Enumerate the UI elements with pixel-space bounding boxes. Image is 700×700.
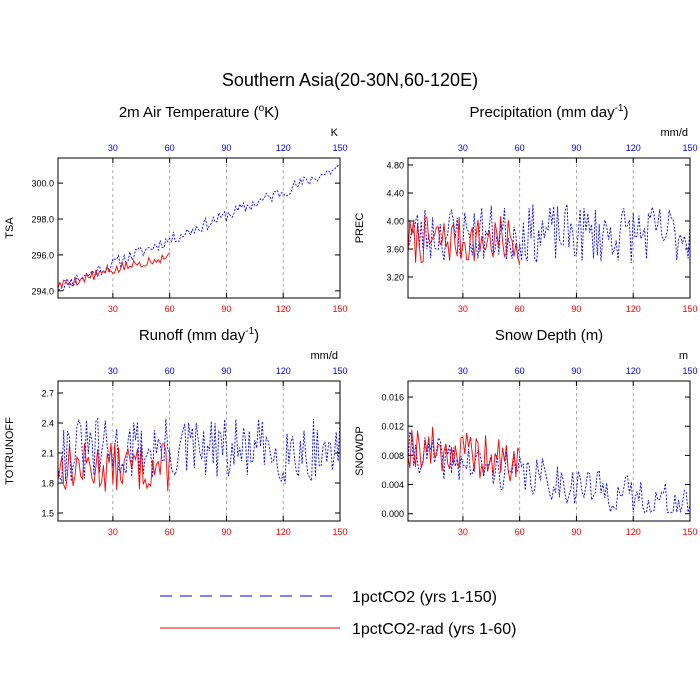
x-tick-label-top: 30 <box>108 366 118 376</box>
solid-series-line <box>407 216 521 266</box>
y-tick-label: 4.80 <box>386 161 404 171</box>
x-tick-label-bottom: 90 <box>571 527 581 537</box>
y-tick-label: 2.4 <box>41 419 54 429</box>
x-tick-label-bottom: 150 <box>682 304 697 314</box>
y-axis-label: TOTRUNOFF <box>4 417 16 485</box>
y-tick-label: 296.0 <box>31 250 54 260</box>
plot-frame <box>57 380 341 522</box>
x-tick-label-bottom: 60 <box>515 304 525 314</box>
panel-title: Precipitation (mm day-1) <box>470 103 629 121</box>
x-tick-label-top: 120 <box>276 366 291 376</box>
x-tick-label-bottom: 120 <box>276 527 291 537</box>
x-tick-label-top: 90 <box>221 143 231 153</box>
plot-frame <box>407 157 691 299</box>
y-tick-label: 1.8 <box>41 479 54 489</box>
panel-unit-label: K <box>331 127 339 139</box>
x-tick-label-top: 30 <box>108 143 118 153</box>
solid-series-line <box>57 442 171 492</box>
x-tick-label-top: 60 <box>165 143 175 153</box>
y-tick-label: 0.016 <box>381 393 404 403</box>
x-tick-label-top: 150 <box>332 143 347 153</box>
x-tick-label-top: 30 <box>458 366 468 376</box>
y-tick-label: 294.0 <box>31 286 54 296</box>
x-tick-label-bottom: 120 <box>626 304 641 314</box>
solid-series-line <box>57 252 171 289</box>
x-tick-label-bottom: 60 <box>165 527 175 537</box>
x-tick-label-top: 120 <box>626 366 641 376</box>
panel-unit-label: mm/d <box>661 127 689 139</box>
y-tick-label: 0.008 <box>381 451 404 461</box>
panel-unit-label: m <box>679 350 688 362</box>
y-tick-label: 0.000 <box>381 509 404 519</box>
y-tick-label: 0.012 <box>381 422 404 432</box>
panel-title: 2m Air Temperature (oK) <box>119 103 279 121</box>
x-tick-label-bottom: 150 <box>332 304 347 314</box>
y-tick-label: 4.40 <box>386 189 404 199</box>
panels: 2m Air Temperature (oK) K 294.0 296.0 298.0 3… <box>4 103 698 537</box>
x-tick-label-top: 60 <box>515 143 525 153</box>
x-tick-label-top: 90 <box>571 143 581 153</box>
x-tick-label-bottom: 90 <box>571 304 581 314</box>
x-tick-label-top: 60 <box>515 366 525 376</box>
x-tick-label-top: 90 <box>221 366 231 376</box>
dashed-series-line <box>57 417 341 484</box>
panel-1: 2m Air Temperature (oK) K 294.0 296.0 298.0 3… <box>4 103 348 314</box>
dashed-series-line <box>407 431 691 514</box>
x-tick-label-top: 90 <box>571 366 581 376</box>
x-tick-label-top: 150 <box>332 366 347 376</box>
solid-series-line <box>407 426 521 482</box>
x-tick-label-bottom: 150 <box>332 527 347 537</box>
figure-title: Southern Asia(20-30N,60-120E) <box>222 70 478 90</box>
x-tick-label-top: 60 <box>165 366 175 376</box>
x-tick-label-top: 120 <box>276 143 291 153</box>
panel-title: Runoff (mm day-1) <box>139 326 259 344</box>
panel-4: Snow Depth (m) m 0.000 0.004 0.008 0.012 0.016… <box>354 327 698 537</box>
plot-frame <box>57 157 341 299</box>
x-tick-label-bottom: 90 <box>221 527 231 537</box>
panel-2: Precipitation (mm day-1) mm/d 3.20 3.60 4.00… <box>354 103 698 314</box>
legend: 1pctCO2 (yrs 1-150) 1pctCO2-rad (yrs 1-6… <box>160 589 517 638</box>
panel-title: Snow Depth (m) <box>495 327 603 344</box>
panel-unit-label: mm/d <box>311 350 339 362</box>
y-tick-label: 300.0 <box>31 179 54 189</box>
y-tick-label: 0.004 <box>381 480 404 490</box>
y-axis-label: TSA <box>4 217 16 239</box>
x-tick-label-bottom: 120 <box>276 304 291 314</box>
x-tick-label-top: 150 <box>682 143 697 153</box>
x-tick-label-top: 30 <box>458 143 468 153</box>
x-tick-label-top: 150 <box>682 366 697 376</box>
y-tick-label: 2.7 <box>41 389 54 399</box>
x-tick-label-bottom: 90 <box>221 304 231 314</box>
y-tick-label: 4.00 <box>386 217 404 227</box>
y-axis-label: PREC <box>354 213 366 244</box>
y-axis-label: SNOWDP <box>354 426 366 476</box>
x-tick-label-bottom: 30 <box>108 304 118 314</box>
y-tick-label: 2.1 <box>41 449 54 459</box>
y-tick-label: 3.60 <box>386 245 404 255</box>
x-tick-label-bottom: 60 <box>515 527 525 537</box>
legend-solid-label: 1pctCO2-rad (yrs 1-60) <box>352 621 517 638</box>
y-tick-label: 1.5 <box>41 509 54 519</box>
x-tick-label-bottom: 60 <box>165 304 175 314</box>
legend-dashed-label: 1pctCO2 (yrs 1-150) <box>352 589 497 606</box>
x-tick-label-bottom: 30 <box>458 527 468 537</box>
x-tick-label-bottom: 120 <box>626 527 641 537</box>
y-tick-label: 3.20 <box>386 273 404 283</box>
x-tick-label-bottom: 150 <box>682 527 697 537</box>
panel-3: Runoff (mm day-1) mm/d 1.5 1.8 2.1 2.4 2.7 30 30… <box>4 326 348 537</box>
y-tick-label: 298.0 <box>31 215 54 225</box>
x-tick-label-top: 120 <box>626 143 641 153</box>
x-tick-label-bottom: 30 <box>458 304 468 314</box>
plot-frame <box>407 380 691 522</box>
x-tick-label-bottom: 30 <box>108 527 118 537</box>
dashed-series-line <box>407 204 691 264</box>
dashed-series-line <box>57 163 341 292</box>
